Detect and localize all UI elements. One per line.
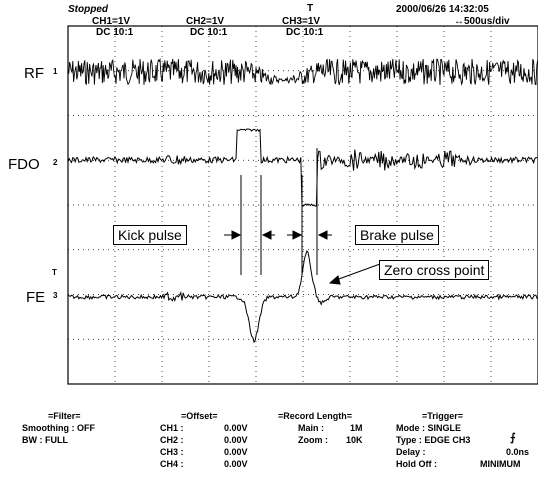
offset-ch2-label: CH2 : [160, 435, 184, 445]
datetime-text: 2000/06/26 14:32:05 [396, 4, 489, 15]
offset-ch1-label: CH1 : [160, 423, 184, 433]
timebase-text: ↔500us/div [454, 16, 510, 27]
trigger-level-marker: T [52, 268, 57, 277]
fe-trace [67, 250, 538, 344]
offset-ch2-value: 0.00V [224, 435, 248, 445]
bw-setting: BW : FULL [22, 435, 68, 445]
graticule-border [67, 25, 538, 385]
graticule-grid [68, 26, 538, 384]
zero-cross-callout: Zero cross point [379, 260, 490, 280]
offset-title: =Offset= [181, 411, 218, 421]
status-text: Stopped [68, 4, 108, 15]
record-zoom-label: Zoom : [298, 435, 328, 445]
record-main-label: Main : [298, 423, 324, 433]
gap-left-arrow-head [261, 230, 272, 240]
trigger-type: Type : EDGE CH3 [396, 435, 471, 445]
trigger-mode: Mode : SINGLE [396, 423, 461, 433]
filter-title: =Filter= [48, 411, 81, 421]
offset-ch3-label: CH3 : [160, 447, 184, 457]
ch2-coupling: DC 10:1 [190, 27, 228, 38]
trigger-delay-value: 0.0ns [506, 447, 530, 457]
fe-channel-marker: 3 [53, 291, 58, 300]
fe-channel-label: FE [26, 289, 46, 306]
trigger-delay-label: Delay : [396, 447, 426, 457]
offset-ch3-value: 0.00V [224, 447, 248, 457]
offset-ch4-value: 0.00V [224, 459, 248, 469]
trigger-position-marker: T [307, 3, 314, 14]
zero-cross-arrow-head [328, 275, 341, 285]
offset-ch4-label: CH4 : [160, 459, 184, 469]
rf-trace [67, 57, 538, 86]
brake-pulse-callout: Brake pulse [355, 225, 439, 245]
kick-arrow-head [231, 230, 242, 240]
fdo-channel-label: FDO [8, 156, 40, 173]
record-zoom-value: 10K [346, 435, 363, 445]
fdo-trace [67, 128, 538, 207]
rf-channel-marker: 1 [53, 67, 58, 76]
offset-ch1-value: 0.00V [224, 423, 248, 433]
trigger-holdoff-label: Hold Off : [396, 459, 437, 469]
trigger-holdoff-value: MINIMUM [480, 459, 521, 469]
ch3-coupling: DC 10:1 [286, 27, 324, 38]
zero-cross-arrow-line [335, 263, 381, 281]
brake-arrow-head [317, 230, 328, 240]
trigger-title: =Trigger= [422, 411, 464, 421]
gap-right-arrow-head [292, 230, 303, 240]
ch1-coupling: DC 10:1 [96, 27, 134, 38]
record-length-title: =Record Length= [278, 411, 353, 421]
kick-pulse-callout: Kick pulse [113, 225, 187, 245]
smoothing-setting: Smoothing : OFF [22, 423, 95, 433]
annotation-arrows [224, 148, 381, 285]
fdo-channel-marker: 2 [53, 158, 58, 167]
ch3-scale: CH3=1V [282, 16, 321, 27]
rf-channel-label: RF [24, 65, 44, 82]
ch1-scale: CH1=1V [92, 16, 131, 27]
ch2-scale: CH2=1V [186, 16, 225, 27]
record-main-value: 1M [350, 423, 363, 433]
trigger-edge-icon: ⨍ [510, 432, 516, 444]
